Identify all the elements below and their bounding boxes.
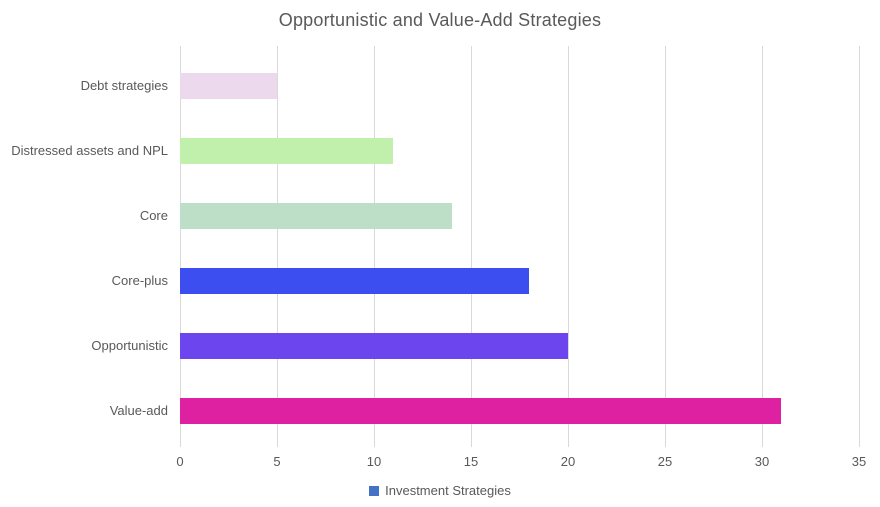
category-label: Core — [139, 207, 168, 223]
bar-opportunistic[interactable] — [180, 332, 568, 359]
category-label: Distressed assets and NPL — [11, 142, 168, 158]
gridline-x-30 — [762, 46, 763, 447]
category-label: Debt strategies — [80, 77, 168, 93]
bar-core-plus[interactable] — [180, 267, 530, 294]
legend-label: Investment Strategies — [385, 483, 511, 498]
x-tick-label-15: 15 — [463, 454, 479, 469]
legend[interactable]: Investment Strategies — [0, 483, 880, 498]
gridline-x-15 — [471, 46, 472, 447]
chart-title: Opportunistic and Value-Add Strategies — [278, 10, 602, 30]
x-tick-label-25: 25 — [657, 454, 673, 469]
bar-value-add[interactable] — [180, 397, 782, 424]
gridline-x-5 — [277, 46, 278, 447]
gridline-x-10 — [374, 46, 375, 447]
x-tick-label-20: 20 — [560, 454, 576, 469]
x-tick-label-0: 0 — [176, 454, 184, 469]
category-label: Core-plus — [111, 272, 168, 288]
x-tick-label-5: 5 — [273, 454, 281, 469]
gridline-x-0 — [180, 46, 181, 447]
bar-debt-strategies[interactable] — [180, 72, 277, 99]
category-label: Value-add — [109, 402, 168, 418]
x-tick-label-30: 30 — [754, 454, 770, 469]
x-tick-label-35: 35 — [851, 454, 867, 469]
x-tick-label-10: 10 — [366, 454, 382, 469]
category-label: Opportunistic — [91, 337, 168, 353]
legend-swatch-icon — [369, 485, 380, 496]
bar-core[interactable] — [180, 202, 452, 229]
gridline-x-35 — [859, 46, 860, 447]
gridline-x-25 — [665, 46, 666, 447]
bar-distressed-assets-and-npl[interactable] — [180, 137, 394, 164]
gridline-x-20 — [568, 46, 569, 447]
